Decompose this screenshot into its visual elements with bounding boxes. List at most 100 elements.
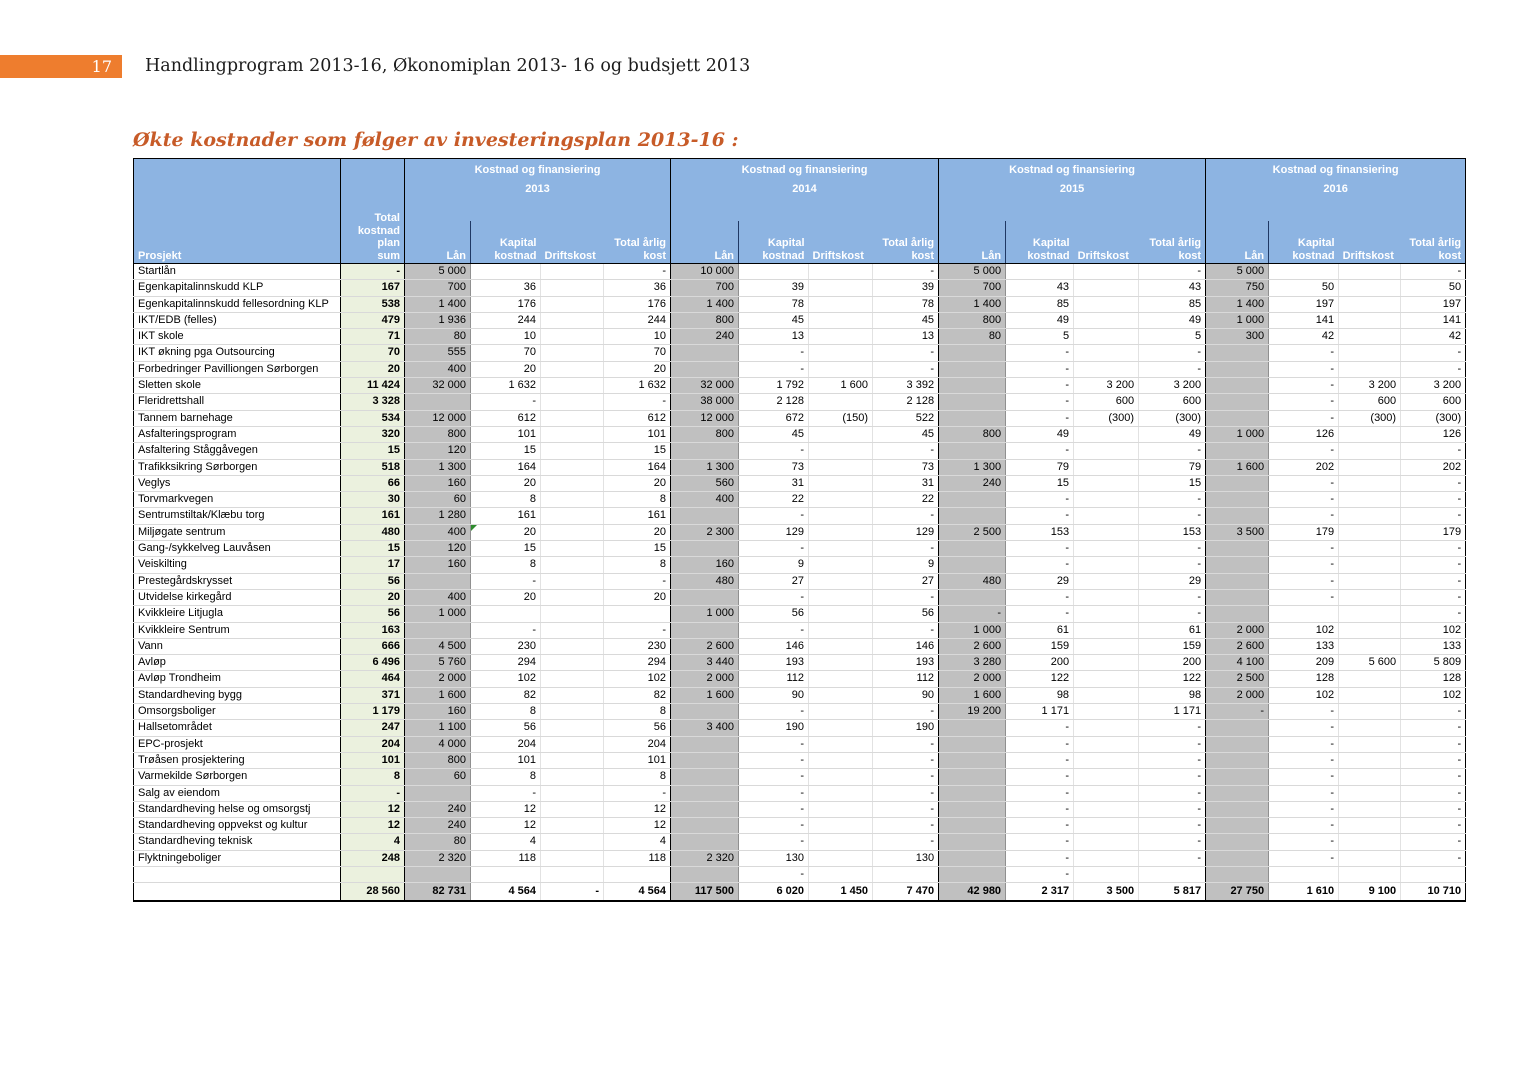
loan-cell bbox=[1205, 377, 1270, 395]
loan-cell: 1 400 bbox=[938, 296, 1007, 313]
project-name-cell bbox=[133, 866, 341, 884]
operating-cost-cell bbox=[808, 687, 874, 705]
loan-cell: 2 320 bbox=[670, 850, 740, 867]
operating-cost-cell bbox=[1073, 703, 1140, 721]
loan-cell: 2 500 bbox=[938, 524, 1007, 542]
loan-cell: 117 500 bbox=[670, 882, 740, 903]
loan-cell bbox=[938, 589, 1007, 607]
loan-cell bbox=[1205, 768, 1270, 786]
loan-cell bbox=[938, 507, 1007, 525]
group-header-2013: Kostnad og finansiering 2013 bbox=[403, 158, 671, 221]
operating-cost-cell bbox=[540, 850, 604, 867]
total-annual-cost-cell: 49 bbox=[1138, 426, 1206, 444]
capital-cost-cell: 161 bbox=[470, 507, 541, 525]
capital-cost-cell: 15 bbox=[470, 442, 541, 460]
capital-cost-cell: 244 bbox=[470, 312, 541, 330]
capital-cost-cell: 10 bbox=[470, 328, 541, 346]
loan-cell: 160 bbox=[404, 556, 471, 574]
total-annual-cost-cell: - bbox=[1138, 719, 1206, 737]
document-header-title: Handlingprogram 2013-16, Økonomiplan 201… bbox=[145, 56, 751, 76]
loan-cell: 82 731 bbox=[404, 882, 471, 903]
project-name-cell: Trøåsen prosjektering bbox=[133, 752, 341, 770]
operating-cost-cell bbox=[808, 719, 874, 737]
table-row: Vann 666 4 500 230 230 2 600 146 146 2 600 159 159… bbox=[133, 638, 1466, 656]
operating-cost-cell bbox=[540, 279, 604, 297]
operating-cost-cell bbox=[1073, 670, 1140, 688]
total-annual-cost-cell: - bbox=[603, 622, 671, 639]
group-header-label: Kostnad og finansiering bbox=[741, 164, 868, 176]
total-annual-cost-cell: - bbox=[1400, 507, 1466, 525]
col-header-lan: Lån bbox=[670, 220, 739, 264]
loan-cell bbox=[1205, 866, 1270, 884]
capital-cost-cell: - bbox=[738, 736, 810, 753]
capital-cost-cell: 193 bbox=[738, 654, 810, 672]
capital-cost-cell: - bbox=[1268, 752, 1340, 770]
col-header-total-arlig-kost: Total årlig kost bbox=[603, 220, 671, 264]
total-annual-cost-cell: - bbox=[1138, 736, 1206, 753]
operating-cost-cell bbox=[540, 589, 604, 607]
loan-cell: - bbox=[1205, 703, 1270, 721]
total-annual-cost-cell: - bbox=[1400, 491, 1466, 509]
capital-cost-cell bbox=[470, 263, 541, 281]
capital-cost-cell: - bbox=[1005, 377, 1075, 395]
total-annual-cost-cell: 3 392 bbox=[872, 377, 939, 395]
loan-cell: 2 600 bbox=[938, 638, 1007, 656]
total-annual-cost-cell: - bbox=[1400, 361, 1466, 379]
loan-cell bbox=[1205, 752, 1270, 770]
total-annual-cost-cell: - bbox=[872, 801, 939, 819]
capital-cost-cell: - bbox=[1268, 719, 1340, 737]
operating-cost-cell bbox=[1338, 475, 1402, 493]
capital-cost-cell: 294 bbox=[470, 654, 541, 672]
project-name-cell: Hallsetområdet bbox=[133, 719, 341, 737]
loan-cell bbox=[938, 393, 1007, 411]
total-annual-cost-cell: 193 bbox=[872, 654, 939, 672]
project-name-cell: Flyktningeboliger bbox=[133, 850, 341, 867]
table-row: Omsorgsboliger 1 179 160 8 8- -19 200 1 171 1 1… bbox=[133, 703, 1466, 721]
capital-cost-cell bbox=[1268, 605, 1340, 623]
operating-cost-cell bbox=[540, 296, 604, 313]
total-annual-cost-cell: 8 bbox=[603, 703, 671, 721]
capital-cost-cell: - bbox=[1268, 736, 1340, 753]
capital-cost-cell: 159 bbox=[1005, 638, 1075, 656]
total-annual-cost-cell: 161 bbox=[603, 507, 671, 525]
loan-cell bbox=[670, 785, 740, 802]
operating-cost-cell bbox=[1338, 866, 1402, 884]
loan-cell: 5 000 bbox=[1205, 263, 1270, 281]
loan-cell bbox=[670, 622, 740, 639]
project-name-cell: Standardheving oppvekst og kultur bbox=[133, 817, 341, 835]
capital-cost-cell: - bbox=[1268, 410, 1340, 427]
header-row-groups: Prosjekt Total kostnad plan sum Kostnad … bbox=[133, 158, 1466, 264]
loan-cell: 2 000 bbox=[1205, 687, 1270, 705]
loan-cell bbox=[938, 850, 1007, 867]
operating-cost-cell bbox=[1338, 540, 1402, 558]
total-annual-cost-cell: 4 bbox=[603, 833, 671, 851]
loan-cell bbox=[404, 866, 471, 884]
group-header-label: Kostnad og finansiering bbox=[474, 164, 601, 176]
capital-cost-cell: - bbox=[1268, 540, 1340, 558]
total-annual-cost-cell: - bbox=[1400, 703, 1466, 721]
loan-cell: 12 000 bbox=[404, 410, 471, 427]
loan-cell bbox=[1205, 410, 1270, 427]
loan-cell bbox=[938, 785, 1007, 802]
loan-cell: 4 500 bbox=[404, 638, 471, 656]
loan-cell: 160 bbox=[404, 475, 471, 493]
capital-cost-cell: - bbox=[1268, 768, 1340, 786]
capital-cost-cell: 112 bbox=[738, 670, 810, 688]
loan-cell bbox=[938, 361, 1007, 379]
col-header-kapitalkostnad: Kapital kostnad bbox=[1268, 220, 1339, 264]
capital-cost-cell: - bbox=[1005, 817, 1075, 835]
total-annual-cost-cell: - bbox=[1138, 801, 1206, 819]
capital-cost-cell: 31 bbox=[738, 475, 810, 493]
operating-cost-cell bbox=[540, 459, 604, 476]
total-plan-sum-cell: 20 bbox=[340, 589, 405, 607]
operating-cost-cell bbox=[1073, 442, 1140, 460]
operating-cost-cell bbox=[1338, 573, 1402, 590]
operating-cost-cell bbox=[1073, 344, 1140, 362]
table-row: IKT/EDB (felles) 479 1 936 244 244 800 45 45 800… bbox=[133, 312, 1466, 330]
capital-cost-cell: 29 bbox=[1005, 573, 1075, 590]
capital-cost-cell: - bbox=[1005, 850, 1075, 867]
project-name-cell: Veglys bbox=[133, 475, 341, 493]
project-name-cell: Kvikkleire Litjugla bbox=[133, 605, 341, 623]
project-name-cell: Standardheving bygg bbox=[133, 687, 341, 705]
total-plan-sum-cell: 8 bbox=[340, 768, 405, 786]
